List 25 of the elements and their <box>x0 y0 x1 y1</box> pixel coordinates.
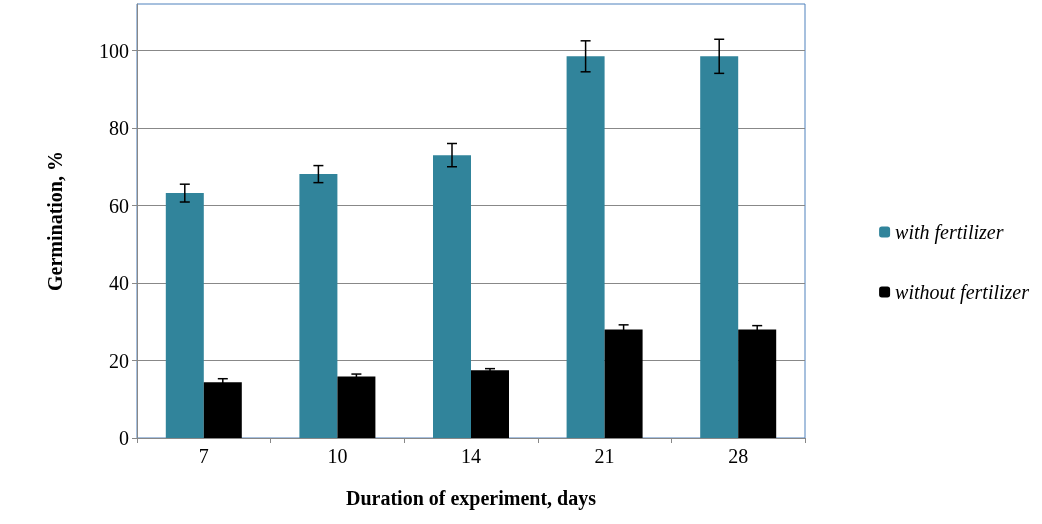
bar <box>433 155 471 438</box>
x-tick-label: 10 <box>327 445 348 467</box>
bar <box>471 370 509 438</box>
bar <box>700 56 739 438</box>
x-tick-label: 7 <box>198 445 209 467</box>
x-tick-label: 21 <box>594 445 615 467</box>
bar <box>566 56 605 438</box>
x-tick-label: 28 <box>728 445 749 467</box>
y-tick-label: 0 <box>119 427 129 449</box>
y-tick-label: 60 <box>109 194 129 217</box>
bar <box>337 376 376 438</box>
y-tick-label: 100 <box>99 39 129 62</box>
y-axis-title: Germination, % <box>44 151 66 291</box>
legend-label: with fertilizer <box>895 221 1004 244</box>
x-axis-title: Duration of experiment, days <box>346 487 597 510</box>
bar <box>738 329 777 438</box>
y-tick-label: 80 <box>109 117 129 139</box>
bar <box>604 329 643 438</box>
y-tick-label: 20 <box>109 349 129 372</box>
legend-label: without fertilizer <box>895 281 1030 304</box>
y-tick-label: 40 <box>109 272 129 294</box>
bar <box>203 382 242 438</box>
bar <box>299 174 338 438</box>
x-tick-label: 14 <box>461 445 481 467</box>
bar <box>165 193 204 438</box>
